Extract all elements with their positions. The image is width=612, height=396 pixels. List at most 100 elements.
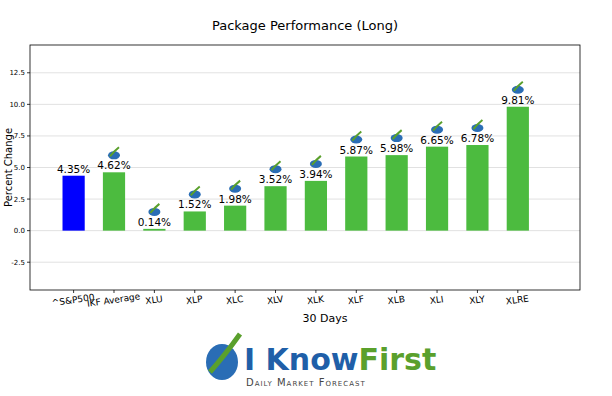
y-tick-label: 7.5	[14, 132, 25, 140]
icon-arrow	[312, 156, 321, 165]
x-tick-label: XLC	[225, 294, 244, 306]
icon-arrow	[231, 181, 240, 190]
x-axis-label: 30 Days	[303, 312, 348, 325]
bars	[63, 107, 529, 231]
x-tick-label: XLI	[429, 294, 444, 306]
bar	[386, 155, 408, 231]
bar	[426, 147, 448, 231]
icon-arrow	[150, 204, 159, 213]
x-tick	[235, 290, 236, 293]
data-label: 6.78%	[461, 132, 494, 144]
data-label: 0.14%	[138, 216, 171, 228]
logo-brand-part: First	[359, 342, 437, 377]
icon-arrow	[473, 120, 482, 129]
data-label: 4.35%	[57, 163, 90, 175]
x-tick	[517, 290, 518, 293]
bar-icon	[108, 147, 120, 159]
bar	[63, 176, 85, 231]
y-tick-label: -2.5	[11, 259, 25, 267]
x-tick-label: XLF	[347, 294, 365, 306]
bar	[224, 206, 246, 231]
y-tick-label: 12.5	[9, 69, 25, 77]
y-tick	[27, 230, 30, 231]
logo-icon	[206, 344, 238, 380]
x-tick	[315, 290, 316, 293]
plot-frame	[30, 45, 580, 290]
bar-icon	[270, 161, 282, 173]
logo-arrow	[210, 334, 240, 372]
bar	[103, 172, 125, 230]
bar-icon	[512, 82, 524, 94]
x-tick-label: XLB	[387, 294, 406, 306]
grid-line	[30, 262, 580, 263]
icon-arrow	[191, 186, 200, 195]
icon-arrow	[433, 122, 442, 131]
y-tick	[27, 104, 30, 105]
bar-icon	[391, 130, 403, 142]
y-tick-label: 5.0	[14, 164, 25, 172]
bar-icon	[471, 120, 483, 132]
bar-icon	[310, 156, 322, 168]
bar-icon	[148, 204, 160, 216]
chart-title: Package Performance (Long)	[212, 18, 398, 33]
x-tick	[73, 290, 74, 293]
x-tick-label: XLK	[306, 294, 325, 306]
x-tick-label: XLU	[145, 294, 164, 306]
x-tick	[194, 290, 195, 293]
x-tick	[356, 290, 357, 293]
data-label: 5.98%	[380, 142, 413, 154]
bar	[345, 157, 367, 231]
grid-line	[30, 72, 580, 73]
data-label: 6.65%	[420, 134, 453, 146]
icon-arrow	[110, 147, 119, 156]
bar-icon	[229, 181, 241, 193]
bar	[466, 145, 488, 231]
y-tick-label: 0.0	[14, 227, 25, 235]
data-label: 3.94%	[299, 168, 332, 180]
x-tick-label: XLY	[469, 294, 486, 306]
bar-icon	[189, 186, 201, 198]
bar	[507, 107, 529, 231]
y-tick	[27, 199, 30, 200]
icon-arrow	[352, 132, 361, 141]
chart-svg: Package Performance (Long) -2.5 0.0 2.5 5.0 7…	[0, 0, 612, 396]
x-tick	[437, 290, 438, 293]
icon-arrow	[393, 130, 402, 139]
x-tick-label: XLP	[185, 294, 203, 306]
x-tick	[477, 290, 478, 293]
y-tick-label: 2.5	[14, 196, 25, 204]
bar-icon	[350, 132, 362, 144]
data-label: 1.52%	[178, 198, 211, 210]
y-tick	[27, 72, 30, 73]
data-label: 9.81%	[501, 94, 534, 106]
x-tick-label: IKF Average	[86, 291, 141, 308]
x-tick	[154, 290, 155, 293]
y-axis-label: Percent Change	[3, 128, 14, 207]
x-tick	[396, 290, 397, 293]
bar	[184, 211, 206, 230]
y-tick-label: 10.0	[9, 101, 25, 109]
logo-tagline: Daily Market Forecast	[246, 377, 366, 388]
bar	[143, 229, 165, 231]
data-label: 5.87%	[340, 144, 373, 156]
x-tick	[113, 290, 114, 293]
y-tick	[27, 262, 30, 263]
bar	[264, 186, 286, 230]
grid-line	[30, 104, 580, 105]
chart-container: Package Performance (Long) -2.5 0.0 2.5 5.0 7…	[0, 0, 612, 396]
logo-brand-part: I Know	[244, 342, 359, 377]
y-tick	[27, 167, 30, 168]
data-label: 1.98%	[218, 193, 251, 205]
bar	[305, 181, 327, 231]
bar-icon	[431, 122, 443, 134]
grid-line	[30, 135, 580, 136]
x-tick-label: XLV	[266, 294, 284, 306]
y-tick	[27, 135, 30, 136]
x-tick	[275, 290, 276, 293]
data-label: 4.62%	[97, 159, 130, 171]
logo-brand: I KnowFirst	[244, 342, 436, 377]
logo: I KnowFirstDaily Market Forecast	[206, 334, 436, 388]
icon-arrow	[272, 161, 281, 170]
x-tick-label: XLRE	[505, 293, 530, 306]
data-label: 3.52%	[259, 173, 292, 185]
